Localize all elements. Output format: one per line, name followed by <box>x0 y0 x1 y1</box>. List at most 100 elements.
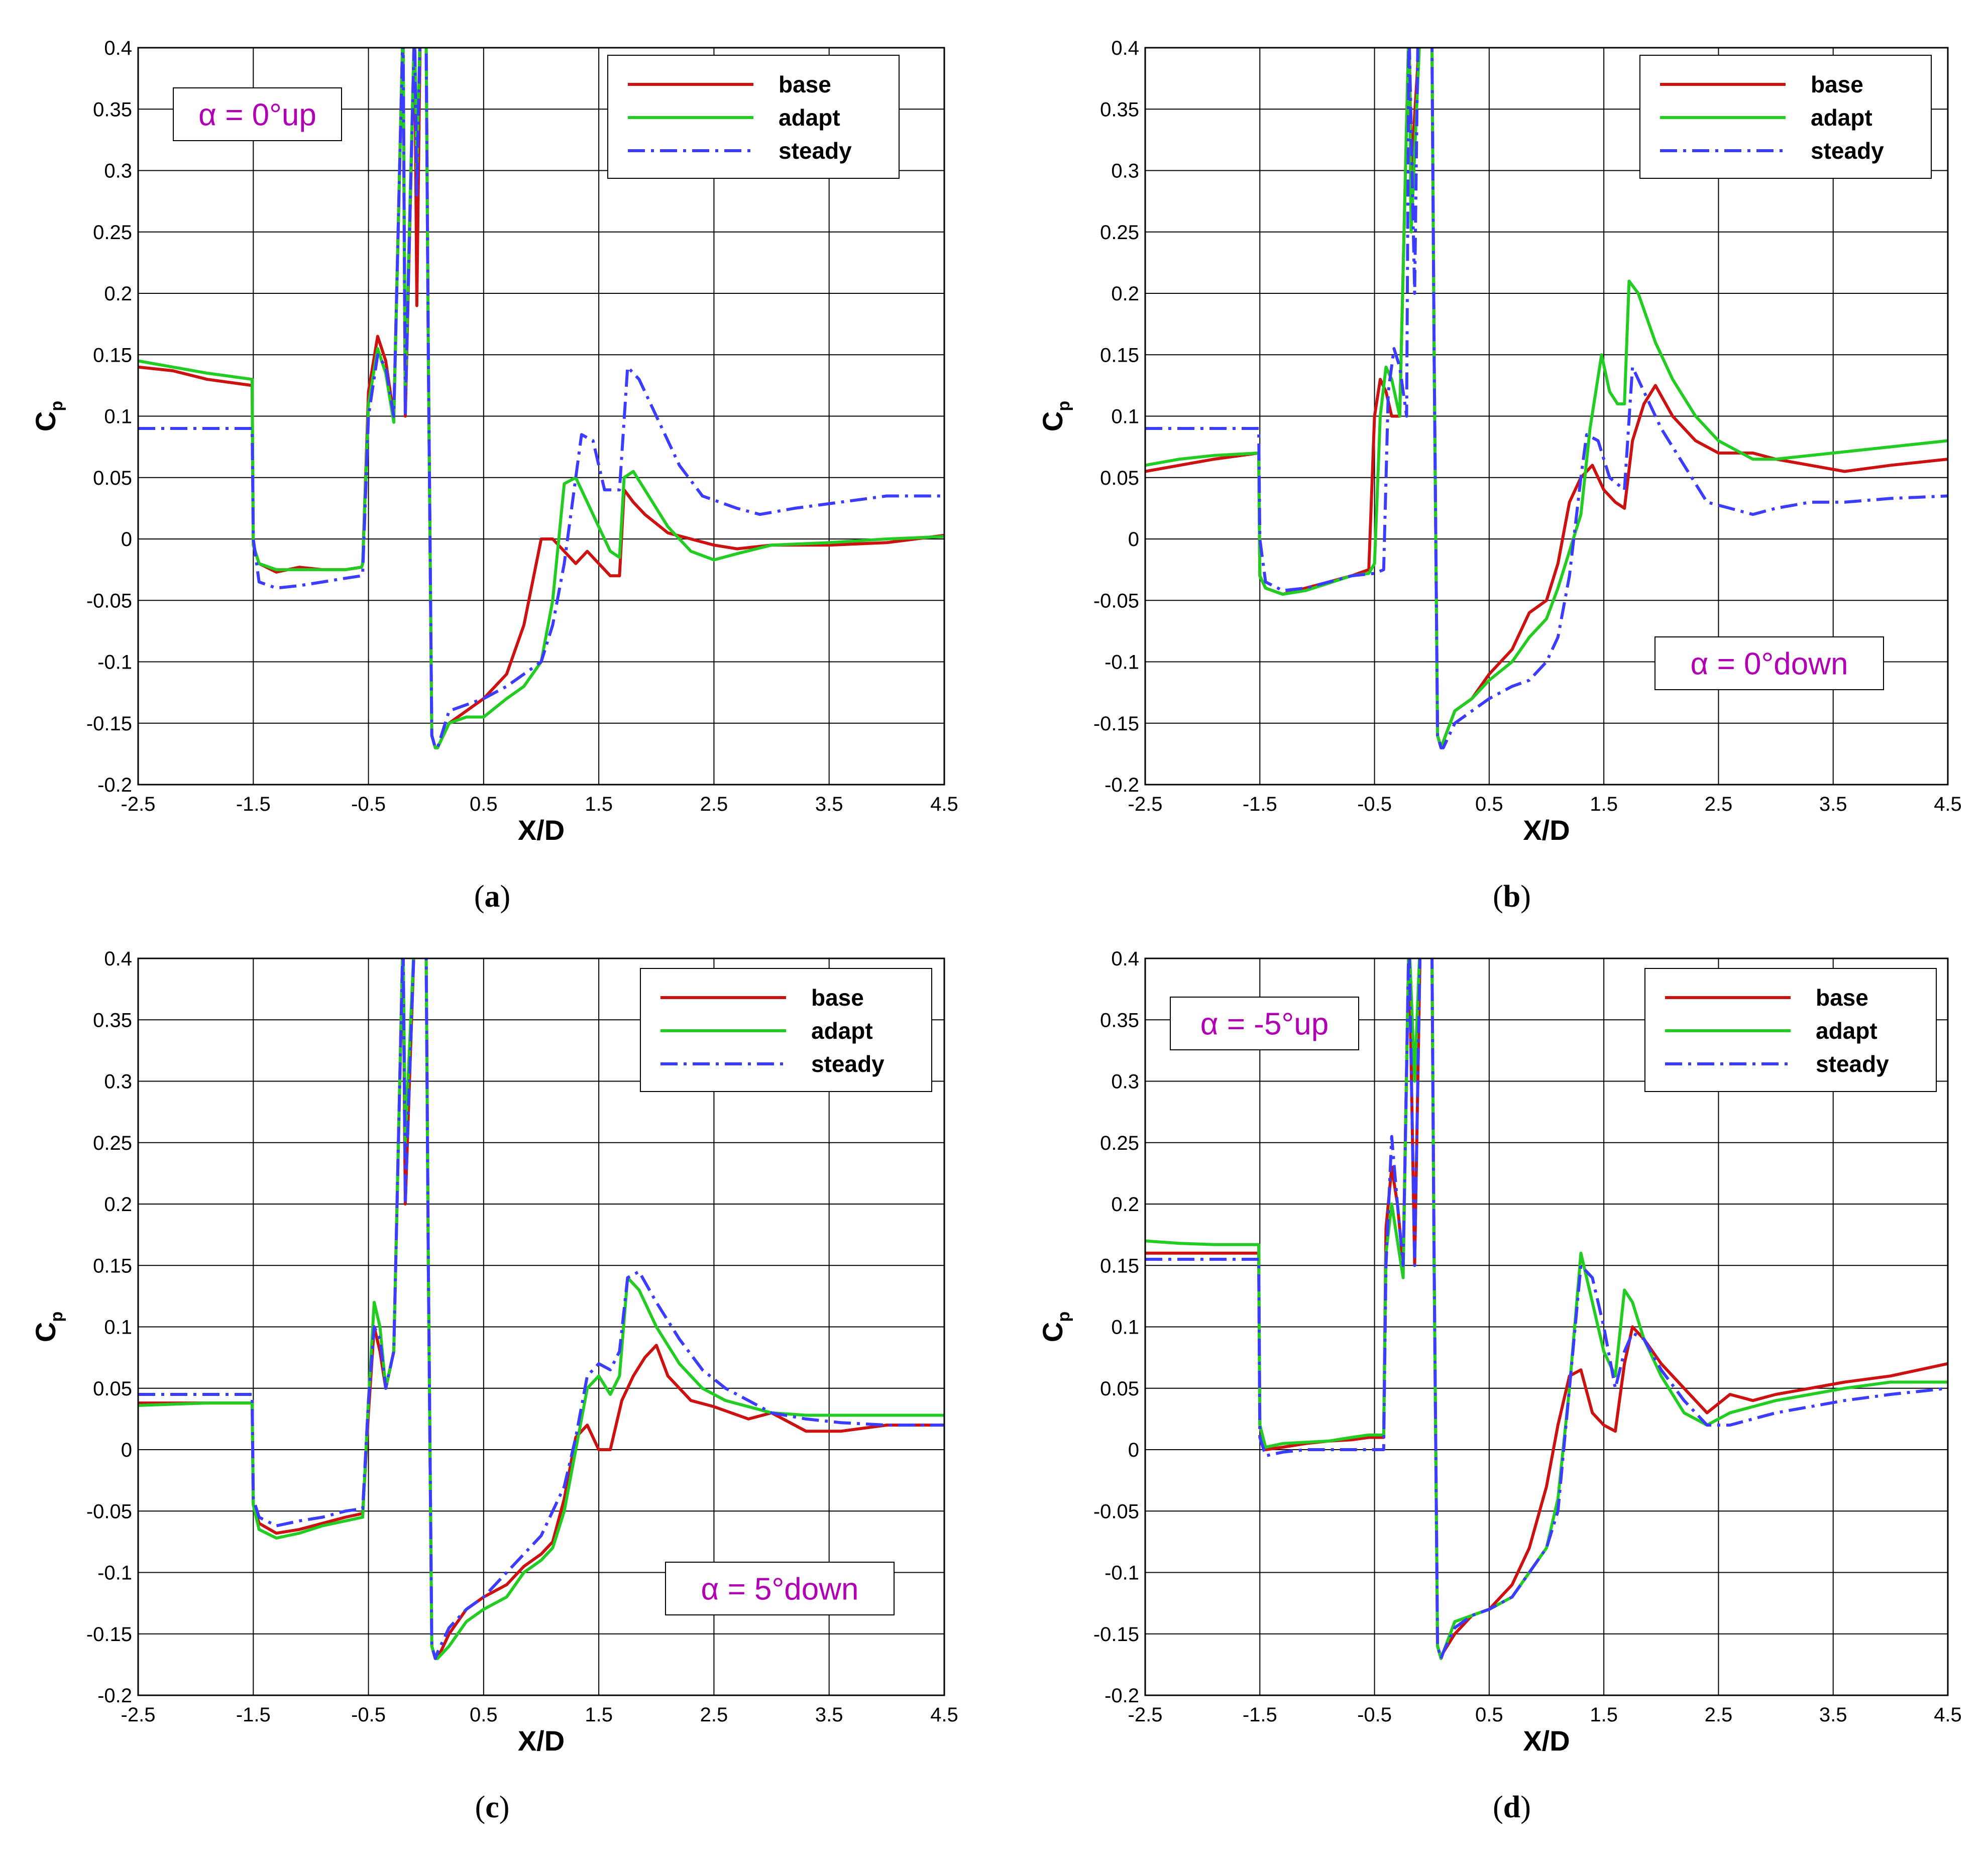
panel-caption: (d) <box>1493 1790 1531 1824</box>
y-axis-label: Cp <box>30 1312 66 1342</box>
y-tick-label: -0.15 <box>1093 713 1139 735</box>
y-tick-label: 0.15 <box>93 1255 132 1277</box>
series-group <box>1145 48 1948 749</box>
panel-caption: (a) <box>474 880 510 914</box>
x-tick-label: -1.5 <box>1243 793 1277 815</box>
x-axis-label: X/D <box>518 1725 565 1757</box>
x-tick-label: -1.5 <box>236 793 271 815</box>
series-line-adapt <box>138 48 944 749</box>
y-tick-label: 0 <box>1128 1439 1139 1461</box>
x-tick-label: 3.5 <box>1819 793 1847 815</box>
x-tick-label: 4.5 <box>930 1704 958 1726</box>
y-tick-label: 0.4 <box>1111 948 1139 970</box>
legend-label-adapt: adapt <box>811 1018 873 1044</box>
y-tick-label: -0.1 <box>1105 651 1139 674</box>
x-tick-label: -0.5 <box>351 1704 386 1726</box>
x-tick-label: 3.5 <box>1819 1704 1847 1726</box>
panel-caption: (b) <box>1493 880 1531 914</box>
y-tick-label: -0.1 <box>97 1562 132 1584</box>
angle-annotation: α = 5°down <box>665 1562 895 1615</box>
y-tick-label: 0.1 <box>1111 1317 1139 1339</box>
y-tick-label: 0.35 <box>1100 98 1139 121</box>
y-tick-label: 0.2 <box>104 1193 132 1216</box>
plot-frame <box>137 957 945 1696</box>
y-tick-label: 0 <box>121 1439 132 1461</box>
angle-annotation: α = -5°up <box>1170 997 1359 1050</box>
y-tick-label: 0.3 <box>104 1071 132 1093</box>
series-line-adapt <box>1145 958 1948 1660</box>
annotation-text: α = 0°up <box>198 98 316 133</box>
x-tick-label: -0.5 <box>1357 1704 1392 1726</box>
y-tick-label: 0.4 <box>104 948 132 970</box>
y-tick-label: 0.1 <box>104 1317 132 1339</box>
y-tick-label: -0.05 <box>86 590 132 612</box>
y-tick-label: 0.4 <box>1111 37 1139 59</box>
series-group <box>138 48 944 749</box>
x-tick-label: -2.5 <box>121 1704 156 1726</box>
x-tick-label: 3.5 <box>815 1704 843 1726</box>
legend: base adapt steady <box>607 55 900 179</box>
angle-annotation: α = 0°down <box>1654 636 1884 690</box>
series-line-steady <box>1145 48 1948 749</box>
annotation-text: α = -5°up <box>1200 1007 1329 1042</box>
y-tick-label: 0.15 <box>1100 344 1139 366</box>
legend: base adapt steady <box>640 968 932 1092</box>
x-tick-label: 4.5 <box>1934 793 1962 815</box>
series-group <box>138 958 944 1660</box>
x-tick-label: 2.5 <box>700 793 728 815</box>
y-axis-label: Cp <box>1037 1312 1073 1342</box>
y-tick-label: -0.2 <box>97 1685 132 1707</box>
x-tick-label: 3.5 <box>815 793 843 815</box>
y-tick-label: 0 <box>1128 528 1139 551</box>
y-tick-label: 0.4 <box>104 37 132 59</box>
x-tick-label: 2.5 <box>1705 1704 1733 1726</box>
x-tick-label: -1.5 <box>1243 1704 1277 1726</box>
legend-label-adapt: adapt <box>1816 1018 1877 1044</box>
y-tick-label: 0.05 <box>93 1378 132 1400</box>
legend-label-base: base <box>1816 985 1868 1011</box>
y-tick-label: 0.25 <box>93 222 132 244</box>
legend-label-base: base <box>811 985 864 1011</box>
y-tick-label: -0.15 <box>86 1623 132 1646</box>
series-line-base <box>138 958 944 1660</box>
x-axis-label: X/D <box>518 814 565 846</box>
y-tick-label: 0.2 <box>1111 283 1139 305</box>
legend-label-base: base <box>779 71 831 97</box>
x-tick-label: 1.5 <box>585 793 613 815</box>
y-tick-label: 0.15 <box>93 344 132 366</box>
y-tick-label: 0.3 <box>104 160 132 182</box>
y-tick-label: -0.15 <box>1093 1623 1139 1646</box>
y-tick-label: 0.25 <box>1100 222 1139 244</box>
x-tick-label: -2.5 <box>1128 793 1163 815</box>
chart-panel-a: -2.5 -1.5 -0.5 0.5 1.5 2.5 3.5 4.5 -0.2 -0.15 -0.1… <box>30 37 958 914</box>
x-tick-label: -0.5 <box>1357 793 1392 815</box>
y-tick-label: -0.1 <box>1105 1562 1139 1584</box>
legend-label-steady: steady <box>1811 138 1884 164</box>
series-line-steady <box>138 958 944 1660</box>
series-group <box>1145 958 1948 1660</box>
x-tick-label: 0.5 <box>1475 793 1503 815</box>
y-tick-label: -0.15 <box>86 713 132 735</box>
plot-frame <box>1144 47 1949 786</box>
legend-label-steady: steady <box>1816 1051 1889 1077</box>
y-tick-label: 0.05 <box>93 467 132 489</box>
x-tick-label: 0.5 <box>1475 1704 1503 1726</box>
x-tick-label: -2.5 <box>1128 1704 1163 1726</box>
annotation-text: α = 0°down <box>1691 647 1848 682</box>
x-tick-label: 1.5 <box>585 1704 613 1726</box>
y-tick-label: 0.25 <box>1100 1132 1139 1154</box>
plot-frame <box>1144 957 1949 1696</box>
y-tick-label: 0.05 <box>1100 1378 1139 1400</box>
y-tick-label: 0.35 <box>1100 1009 1139 1031</box>
series-line-steady <box>138 48 944 749</box>
x-tick-label: 0.5 <box>470 1704 498 1726</box>
y-tick-label: 0 <box>121 528 132 551</box>
series-line-steady <box>1145 958 1948 1660</box>
x-tick-label: 4.5 <box>930 793 958 815</box>
y-tick-label: 0.05 <box>1100 467 1139 489</box>
y-tick-label: 0.2 <box>104 283 132 305</box>
plot-frame <box>137 47 945 786</box>
y-tick-label: -0.2 <box>1105 1685 1139 1707</box>
legend-label-steady: steady <box>779 138 852 164</box>
